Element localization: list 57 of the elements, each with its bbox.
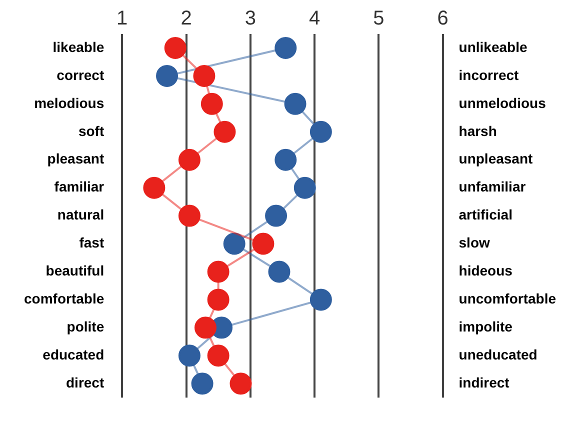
y2-tick-label: indirect <box>458 374 510 390</box>
point <box>294 176 316 199</box>
point <box>310 120 332 143</box>
point <box>207 344 230 367</box>
point <box>178 148 200 171</box>
point <box>178 204 200 227</box>
y-tick-label: correct <box>56 66 104 83</box>
point <box>156 64 178 87</box>
point <box>223 232 246 255</box>
y-tick-label: beautiful <box>46 262 104 279</box>
y-tick-label: comfortable <box>24 290 104 307</box>
point <box>284 92 306 115</box>
x-tick-label: 4 <box>308 8 320 30</box>
point <box>194 316 216 339</box>
y2-tick-label: hideous <box>458 262 513 279</box>
y2-tick-label: unpleasant <box>458 150 534 167</box>
y2-tick-label: artificial <box>458 206 512 223</box>
point <box>200 92 223 115</box>
y2-tick-label: uncomfortable <box>458 290 556 307</box>
y-tick-label: likeable <box>52 38 104 55</box>
y2-tick-label: incorrect <box>458 66 520 83</box>
y-tick-label: fast <box>79 234 104 251</box>
point <box>230 372 252 395</box>
y-tick-label: pleasant <box>47 150 104 167</box>
y2-tick-label: uneducated <box>458 346 538 363</box>
y-tick-label: familiar <box>54 178 105 195</box>
y2-tick-label: harsh <box>458 122 497 139</box>
x-tick-label: 2 <box>180 8 192 30</box>
y-tick-label: melodious <box>34 94 104 111</box>
point <box>193 64 216 87</box>
point <box>274 36 297 59</box>
y-tick-label: natural <box>57 206 104 223</box>
point <box>268 260 290 283</box>
point <box>207 288 230 311</box>
x-tick-label: 6 <box>437 8 448 30</box>
y2-tick-label: unfamiliar <box>458 178 526 195</box>
x-tick-label: 3 <box>244 8 256 30</box>
y-tick-label: direct <box>66 374 104 390</box>
y-tick-label: educated <box>42 346 104 363</box>
y-tick-label: soft <box>78 122 104 139</box>
point <box>265 204 288 227</box>
point <box>207 260 230 283</box>
point <box>143 176 166 199</box>
y2-tick-label: impolite <box>458 318 513 335</box>
y-tick-label: polite <box>66 318 104 335</box>
y2-tick-label: unlikeable <box>458 38 528 55</box>
y2-tick-label: unmelodious <box>458 94 546 111</box>
point <box>178 344 200 367</box>
x-tick-label: 1 <box>116 8 128 30</box>
point <box>164 36 186 59</box>
y2-tick-label: slow <box>458 234 490 251</box>
point <box>191 372 214 395</box>
point <box>252 232 274 255</box>
point <box>310 288 332 311</box>
x-tick-label: 5 <box>373 8 384 30</box>
point <box>274 148 297 171</box>
point <box>214 120 236 143</box>
